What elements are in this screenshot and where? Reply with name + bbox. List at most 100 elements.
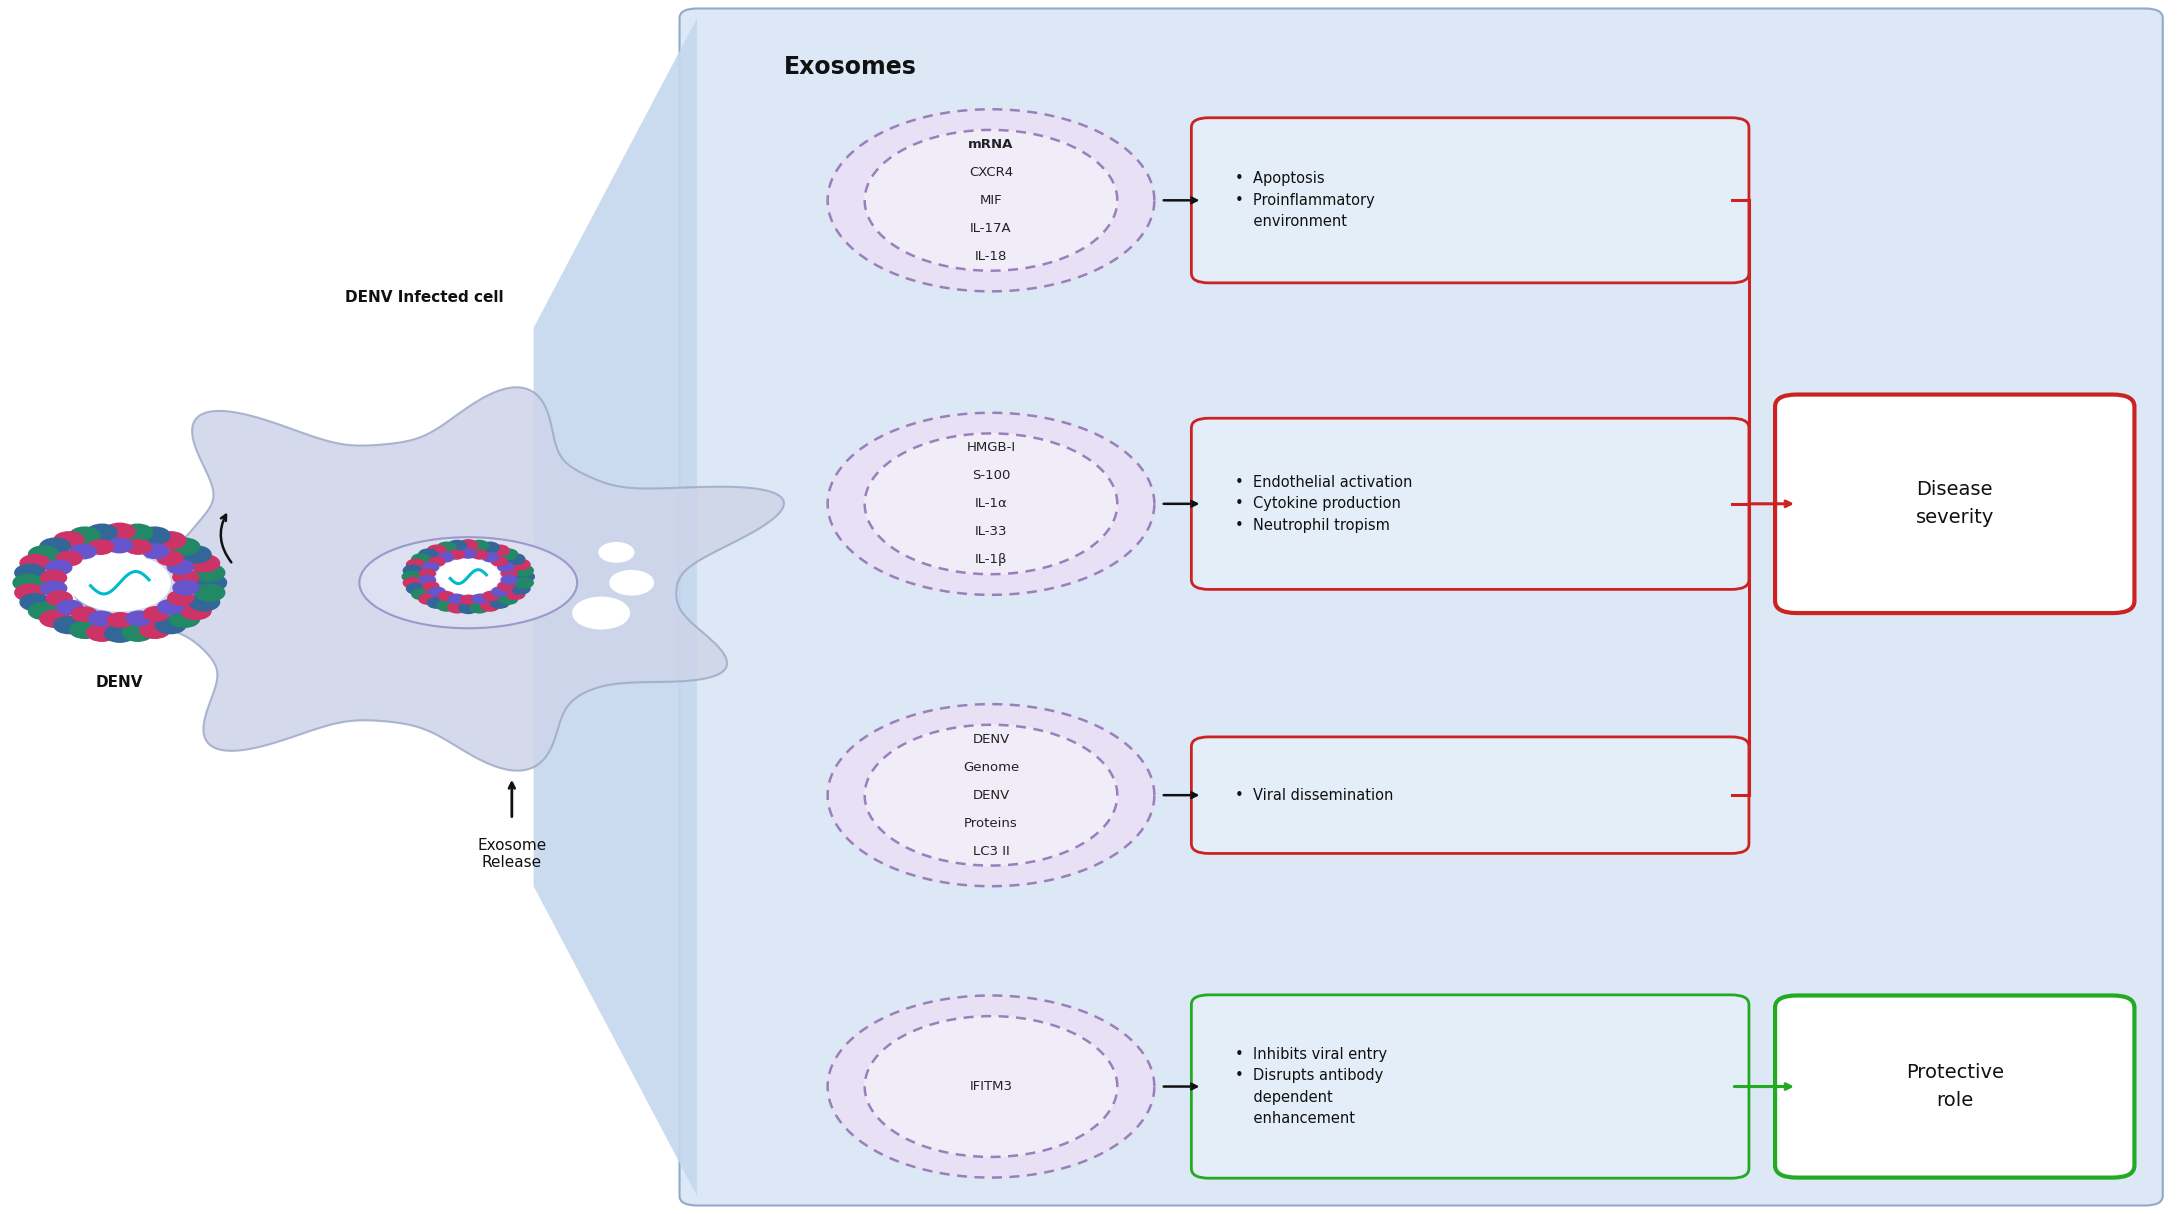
Text: IFITM3: IFITM3 [969, 1080, 1013, 1093]
Circle shape [87, 524, 118, 541]
Circle shape [505, 589, 525, 600]
Text: DENV: DENV [971, 789, 1011, 801]
Text: Exosome
Release: Exosome Release [477, 838, 547, 870]
Circle shape [139, 527, 170, 544]
Circle shape [170, 538, 200, 555]
Text: •  Viral dissemination: • Viral dissemination [1235, 788, 1394, 802]
Text: IL-33: IL-33 [976, 526, 1006, 538]
Circle shape [460, 595, 477, 605]
Circle shape [407, 560, 425, 569]
Circle shape [501, 575, 516, 584]
Circle shape [168, 591, 194, 605]
Circle shape [46, 591, 72, 606]
Circle shape [41, 582, 68, 596]
Circle shape [865, 130, 1117, 271]
Polygon shape [534, 18, 697, 1196]
Circle shape [460, 603, 477, 613]
Circle shape [105, 523, 135, 540]
Circle shape [484, 591, 499, 601]
Circle shape [865, 1016, 1117, 1157]
Circle shape [505, 554, 525, 565]
Circle shape [865, 725, 1117, 866]
Text: MIF: MIF [980, 194, 1002, 206]
Circle shape [427, 545, 446, 556]
Circle shape [481, 552, 499, 562]
Circle shape [107, 613, 133, 628]
Text: DENV: DENV [971, 733, 1011, 745]
Text: S-100: S-100 [971, 470, 1011, 482]
Ellipse shape [359, 537, 577, 629]
Circle shape [449, 540, 466, 551]
Circle shape [499, 594, 518, 605]
Circle shape [449, 550, 464, 560]
Text: Disease
severity: Disease severity [1917, 481, 1993, 527]
Circle shape [46, 561, 72, 574]
Text: mRNA: mRNA [969, 138, 1013, 151]
Circle shape [54, 617, 85, 634]
Circle shape [13, 574, 44, 591]
Circle shape [516, 572, 534, 582]
Circle shape [28, 546, 59, 563]
Text: IL-1α: IL-1α [974, 498, 1008, 510]
Circle shape [41, 571, 68, 585]
Circle shape [438, 591, 455, 601]
Circle shape [481, 543, 499, 552]
Text: Exosomes: Exosomes [784, 55, 917, 79]
Circle shape [144, 607, 170, 622]
Circle shape [412, 554, 431, 565]
Circle shape [157, 600, 183, 614]
Circle shape [155, 617, 185, 634]
Circle shape [170, 611, 200, 628]
Circle shape [403, 566, 423, 575]
Circle shape [57, 600, 83, 614]
Circle shape [70, 544, 96, 558]
Circle shape [427, 597, 446, 608]
Circle shape [181, 602, 211, 619]
Circle shape [460, 549, 477, 558]
Circle shape [490, 597, 510, 608]
Circle shape [87, 540, 113, 555]
Circle shape [139, 622, 170, 639]
Circle shape [828, 704, 1154, 886]
Circle shape [122, 624, 152, 641]
Circle shape [70, 622, 100, 639]
Circle shape [403, 578, 423, 588]
Text: IL-1β: IL-1β [976, 554, 1006, 566]
Circle shape [473, 550, 488, 558]
Circle shape [429, 557, 444, 566]
Text: IL-18: IL-18 [976, 250, 1006, 262]
Circle shape [107, 538, 133, 552]
Circle shape [499, 562, 514, 572]
Circle shape [828, 413, 1154, 595]
Circle shape [39, 538, 70, 555]
Circle shape [142, 544, 168, 558]
Circle shape [492, 557, 507, 566]
Circle shape [70, 555, 170, 611]
Circle shape [470, 602, 488, 613]
Circle shape [155, 532, 185, 549]
Circle shape [512, 560, 529, 569]
Circle shape [599, 543, 634, 562]
Circle shape [194, 584, 224, 601]
FancyBboxPatch shape [680, 8, 2163, 1206]
Text: Proteins: Proteins [965, 817, 1017, 829]
FancyBboxPatch shape [1191, 995, 1749, 1178]
Circle shape [418, 594, 438, 605]
Circle shape [54, 532, 85, 549]
Circle shape [438, 560, 499, 594]
Circle shape [39, 611, 70, 628]
Circle shape [499, 549, 518, 560]
Circle shape [423, 582, 438, 591]
Circle shape [189, 594, 220, 611]
Circle shape [460, 540, 477, 550]
Circle shape [470, 540, 488, 551]
Circle shape [481, 601, 499, 611]
Circle shape [429, 588, 444, 596]
Circle shape [105, 625, 135, 642]
Circle shape [449, 595, 464, 603]
Circle shape [412, 589, 431, 600]
Circle shape [420, 575, 436, 585]
Circle shape [20, 555, 50, 572]
Circle shape [438, 543, 455, 552]
Circle shape [126, 611, 152, 625]
